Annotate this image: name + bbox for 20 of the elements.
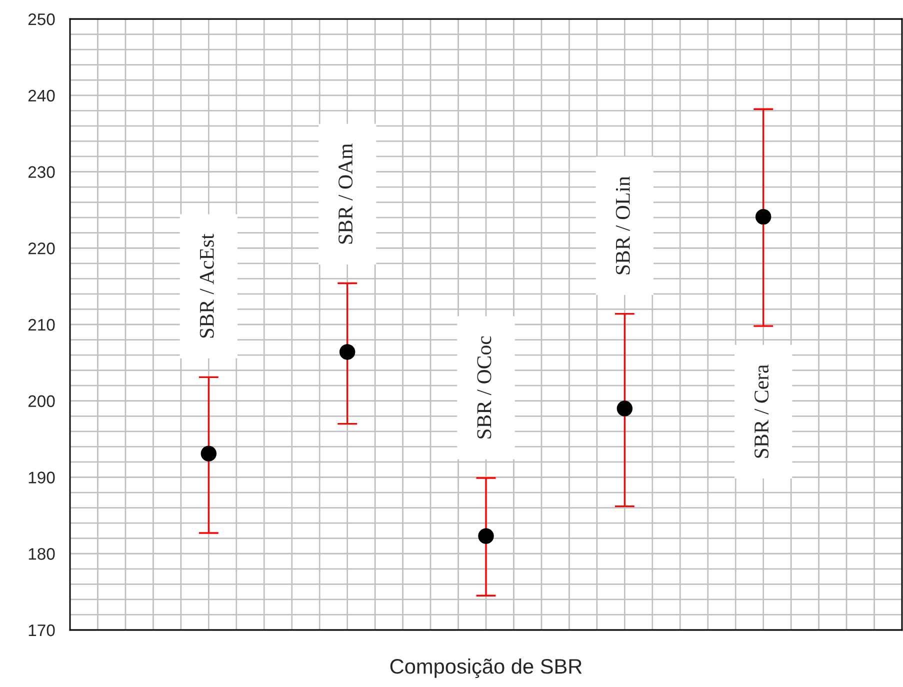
point [616, 400, 633, 416]
annotation: SBR / OLin [616, 176, 630, 274]
y-tick-label: 210 [28, 318, 55, 331]
x-axis-title: Composição de SBR [390, 658, 582, 678]
y-tick-label: 240 [28, 90, 55, 102]
y-tick-label: 180 [28, 548, 55, 560]
y-tick-label: 230 [28, 166, 55, 178]
annotation: SBR / OAm [338, 144, 353, 244]
y-tick-label: 220 [28, 242, 55, 254]
y-tick-label: 200 [28, 395, 55, 408]
y-tick-label: 170 [28, 624, 55, 636]
annotation: SBR / Cera [754, 364, 769, 458]
y-tick-label: 190 [28, 472, 55, 484]
point [755, 208, 772, 225]
annotation: SBR / OCoc [477, 336, 492, 438]
annotation: SBR / AcEst [200, 234, 214, 338]
point [339, 344, 356, 360]
point [200, 446, 217, 462]
y-tick-label: 250 [28, 13, 55, 26]
point [478, 528, 494, 544]
